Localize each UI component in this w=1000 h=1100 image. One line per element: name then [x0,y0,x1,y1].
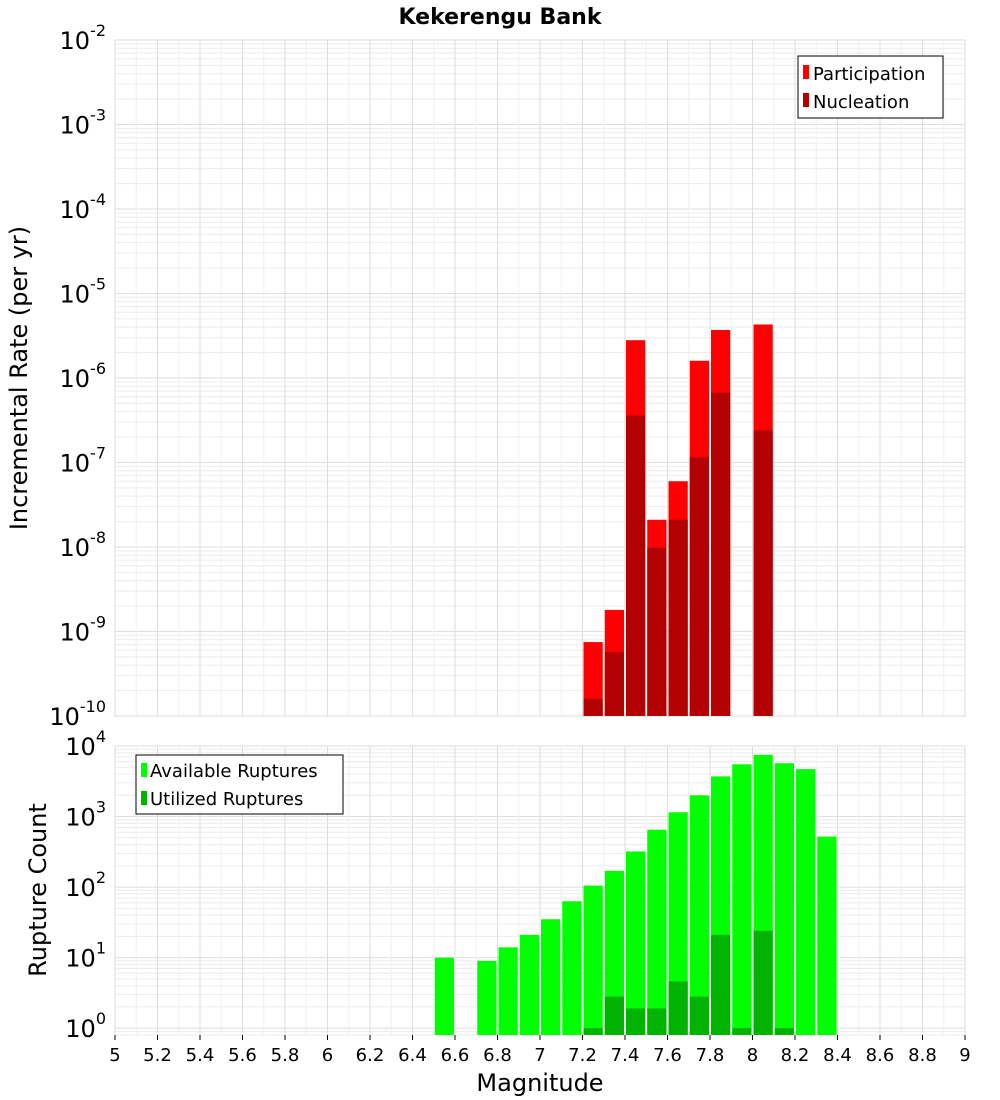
y-tick-label: 10-5 [60,275,107,309]
y-tick-label: 104 [65,727,106,761]
rate-legend: Participation Nucleation [797,55,944,119]
count-legend-box [135,754,344,815]
rate-bar-b [604,652,624,716]
count-bar-b [626,1008,646,1035]
rate-bars [583,324,773,716]
x-tick-label: 8 [747,1045,758,1066]
count-bar-a [796,769,816,1035]
rate-bar-b [689,457,709,716]
rate-panel: 10-10 10-9 10-8 10-7 10-6 10-5 10-4 10-3 10-2 In… [5,21,966,731]
count-bar-a [434,957,454,1035]
count-bar-a [647,829,667,1035]
x-tick-label: 7.6 [653,1045,682,1066]
y-tick-label: 10-4 [60,190,107,224]
x-tick-label: 6.4 [398,1045,427,1066]
y-tick-label: 10-3 [60,106,107,140]
rate-bar-b [711,392,731,716]
count-bar-a [604,870,624,1035]
x-tick-label: 6.6 [441,1045,470,1066]
count-bar-a [583,885,603,1035]
count-x-ticks: 5 5.2 5.4 5.6 5.8 6 6.2 6.4 6.6 6.8 7 7.2 7.4 7.6 7.8 8… [109,1035,971,1066]
count-bar-a [626,851,646,1035]
legend-label-participation: Participation [813,64,925,85]
rate-y-ticks: 10-10 10-9 10-8 10-7 10-6 10-5 10-4 10-3 10-2 [49,21,106,731]
rate-gridlines [114,39,966,717]
x-tick-label: 5.2 [143,1045,172,1066]
count-bar-a [668,812,688,1035]
legend-label-nucleation: Nucleation [813,92,909,113]
y-tick-label: 103 [65,798,106,832]
rate-bar-b [753,430,773,716]
y-tick-label: 10-8 [60,528,107,562]
y-tick-label: 100 [65,1009,106,1043]
y-tick-label: 10-6 [60,359,107,393]
count-bar-b [647,1008,667,1035]
x-tick-label: 6.2 [356,1045,385,1066]
rate-bar-b [583,698,603,716]
x-tick-label: 5.6 [228,1045,257,1066]
count-bar-b [774,1028,794,1035]
rate-legend-box [797,55,944,119]
y-tick-label: 101 [65,939,106,973]
x-tick-label: 7.2 [568,1045,597,1066]
x-tick-label: 7.4 [611,1045,640,1066]
count-legend: Available Ruptures Utilized Ruptures [135,754,344,815]
x-tick-label: 5 [109,1045,120,1066]
x-tick-label: 8.4 [823,1045,852,1066]
x-tick-label: 9 [959,1045,970,1066]
x-tick-label: 8.8 [908,1045,937,1066]
x-tick-label: 7 [534,1045,545,1066]
rate-bar-a [583,642,603,716]
count-bar-b [732,1028,752,1035]
legend-label-available: Available Ruptures [150,761,318,782]
rate-bar-b [647,547,667,716]
count-bar-b [711,934,731,1035]
x-tick-label: 6.8 [483,1045,512,1066]
rate-bar-b [626,415,646,716]
count-bar-a [498,947,518,1035]
count-bar-b [753,930,773,1035]
count-bars [434,754,837,1035]
x-tick-label: 5.4 [186,1045,215,1066]
y-tick-label: 10-7 [60,444,107,478]
x-axis-label: Magnitude [476,1069,603,1097]
x-tick-label: 6 [322,1045,333,1066]
y-tick-label: 10-9 [60,613,107,647]
count-bar-a [732,764,752,1035]
count-bar-a [477,960,497,1035]
chart-title: Kekerengu Bank [399,5,603,30]
count-bar-b [583,1028,603,1035]
x-tick-label: 7.8 [696,1045,725,1066]
legend-swatch-participation [803,65,809,79]
count-bar-b [604,996,624,1035]
count-y-axis-label: Rupture Count [24,803,52,977]
legend-swatch-available [141,763,147,777]
rate-bar-b [668,519,688,716]
count-bar-a [519,934,539,1035]
x-tick-label: 5.8 [271,1045,300,1066]
count-bar-a [817,836,837,1035]
y-tick-label: 10-10 [49,697,106,731]
count-bar-a [774,763,794,1035]
rate-y-axis-label: Incremental Rate (per yr) [5,226,33,530]
count-y-ticks: 100 101 102 103 104 [65,727,106,1043]
x-tick-label: 8.6 [866,1045,895,1066]
x-tick-label: 8.2 [781,1045,810,1066]
y-tick-label: 102 [65,868,106,902]
count-bar-a [541,919,561,1035]
y-tick-label: 10-2 [60,21,107,55]
count-panel: 100 101 102 103 104 5 5.2 5.4 5.6 5.8 6 6.2 6.4 6.6 6… [24,727,971,1097]
count-bar-a [689,795,709,1035]
legend-swatch-utilized [141,791,147,805]
legend-swatch-nucleation [803,93,809,107]
count-bar-a [562,901,582,1035]
count-bar-b [668,981,688,1035]
count-bar-b [689,996,709,1035]
legend-label-utilized: Utilized Ruptures [150,789,303,810]
